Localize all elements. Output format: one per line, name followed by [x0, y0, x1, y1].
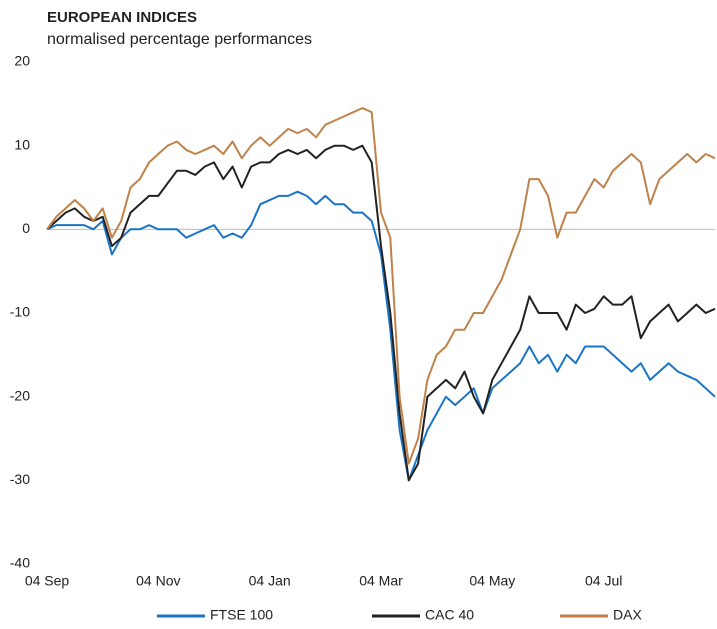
- x-tick-label: 04 May: [469, 573, 515, 589]
- y-tick-label: -20: [10, 387, 30, 403]
- chart-title: EUROPEAN INDICES: [47, 9, 197, 26]
- y-tick-label: -30: [10, 471, 30, 487]
- x-tick-label: 04 Sep: [25, 573, 70, 589]
- series-line: [46, 144, 716, 482]
- x-tick-label: 04 Jul: [585, 573, 622, 589]
- x-tick-label: 04 Mar: [359, 573, 403, 589]
- legend-label: DAX: [613, 607, 642, 623]
- series-line: [46, 190, 716, 482]
- y-tick-label: 20: [14, 53, 30, 69]
- chart-subtitle: normalised percentage performances: [47, 31, 312, 48]
- x-tick-label: 04 Nov: [136, 573, 180, 589]
- y-tick-label: 10: [14, 136, 30, 152]
- series-line: [46, 107, 716, 465]
- y-tick-label: -40: [10, 555, 30, 571]
- y-tick-label: 0: [22, 220, 30, 236]
- legend-label: CAC 40: [425, 607, 474, 623]
- legend-label: FTSE 100: [210, 607, 273, 623]
- x-tick-label: 04 Jan: [249, 573, 291, 589]
- y-tick-label: -10: [10, 304, 30, 320]
